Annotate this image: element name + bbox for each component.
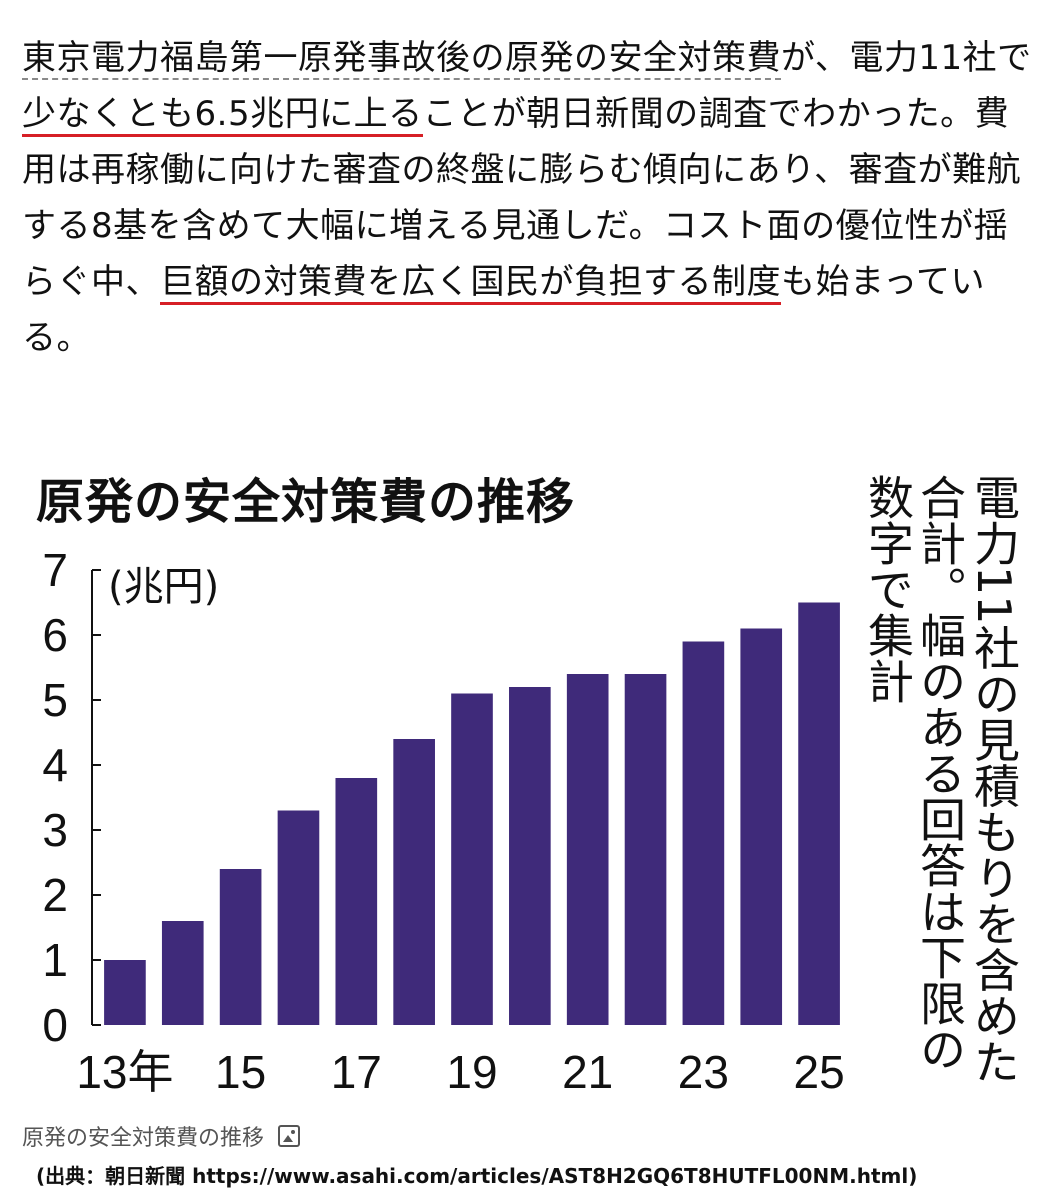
x-tick-label: 17 xyxy=(331,1046,382,1098)
article-segment-4: ことが朝日新聞の調査でわかった。費用は再稼働に向けた審査の終盤に膨らむ傾向にあり… xyxy=(22,94,1022,302)
bar-2013 xyxy=(104,960,146,1025)
x-tick-label: 13年 xyxy=(76,1046,173,1098)
article-text: 東京電力福島第一原発事故後の原発の安全対策費が、電力11社で少なくとも6.5兆円… xyxy=(22,30,1042,366)
image-icon[interactable] xyxy=(278,1125,301,1147)
y-tick-label: 6 xyxy=(42,609,68,661)
bar-2023 xyxy=(682,641,725,1025)
x-tick-label: 19 xyxy=(446,1046,497,1098)
bar-2016 xyxy=(277,810,320,1025)
y-tick-label: 5 xyxy=(42,674,68,726)
bar-2020 xyxy=(509,687,551,1025)
bar-2015 xyxy=(219,869,262,1025)
x-tick-label: 15 xyxy=(215,1046,266,1098)
bar-2025 xyxy=(798,602,840,1025)
bar-2017 xyxy=(335,778,378,1025)
x-tick-label: 21 xyxy=(562,1046,613,1098)
chart-note-line-1: 電力11社の見積もりを含めた xyxy=(967,474,1021,1085)
x-tick-label: 25 xyxy=(793,1046,844,1098)
highlight-burden-system: 巨額の対策費を広く国民が負担する制度 xyxy=(160,262,781,305)
y-tick-label: 7 xyxy=(42,544,68,596)
y-tick-label: 3 xyxy=(42,804,68,856)
article-segment-2: が、電力11社で xyxy=(781,38,1032,78)
bar-2021 xyxy=(566,674,609,1025)
bar-2022 xyxy=(624,674,667,1025)
y-tick-label: 0 xyxy=(42,999,68,1051)
article-segment-6: も始まっている。 xyxy=(22,262,985,358)
x-tick-label: 23 xyxy=(678,1046,729,1098)
y-tick-label: 1 xyxy=(42,934,68,986)
y-tick-label: 4 xyxy=(42,739,68,791)
chart-note-line-2: 合計。幅のある回答は下限の xyxy=(913,474,967,1072)
y-tick-label: 2 xyxy=(42,869,68,921)
y-unit-label: (兆円) xyxy=(108,564,219,610)
image-caption: 原発の安全対策費の推移 xyxy=(22,1120,301,1152)
caption-text: 原発の安全対策費の推移 xyxy=(22,1126,265,1151)
bar-2018 xyxy=(393,739,435,1025)
source-citation: (出典：朝日新聞 https://www.asahi.com/articles/… xyxy=(36,1164,918,1188)
bar-2024 xyxy=(740,628,783,1025)
highlight-amount: 少なくとも6.5兆円に上る xyxy=(22,94,423,137)
article-segment-1: 東京電力福島第一原発事故後の原発の安全対策費 xyxy=(22,38,781,80)
bar-2019 xyxy=(451,693,493,1025)
chart-title: 原発の安全対策費の推移 xyxy=(36,474,576,530)
bar-2014 xyxy=(161,921,204,1025)
chart-note-line-3: 数字で集計 xyxy=(861,474,915,704)
